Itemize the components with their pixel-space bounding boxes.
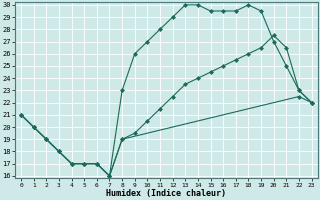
X-axis label: Humidex (Indice chaleur): Humidex (Indice chaleur) [106, 189, 226, 198]
